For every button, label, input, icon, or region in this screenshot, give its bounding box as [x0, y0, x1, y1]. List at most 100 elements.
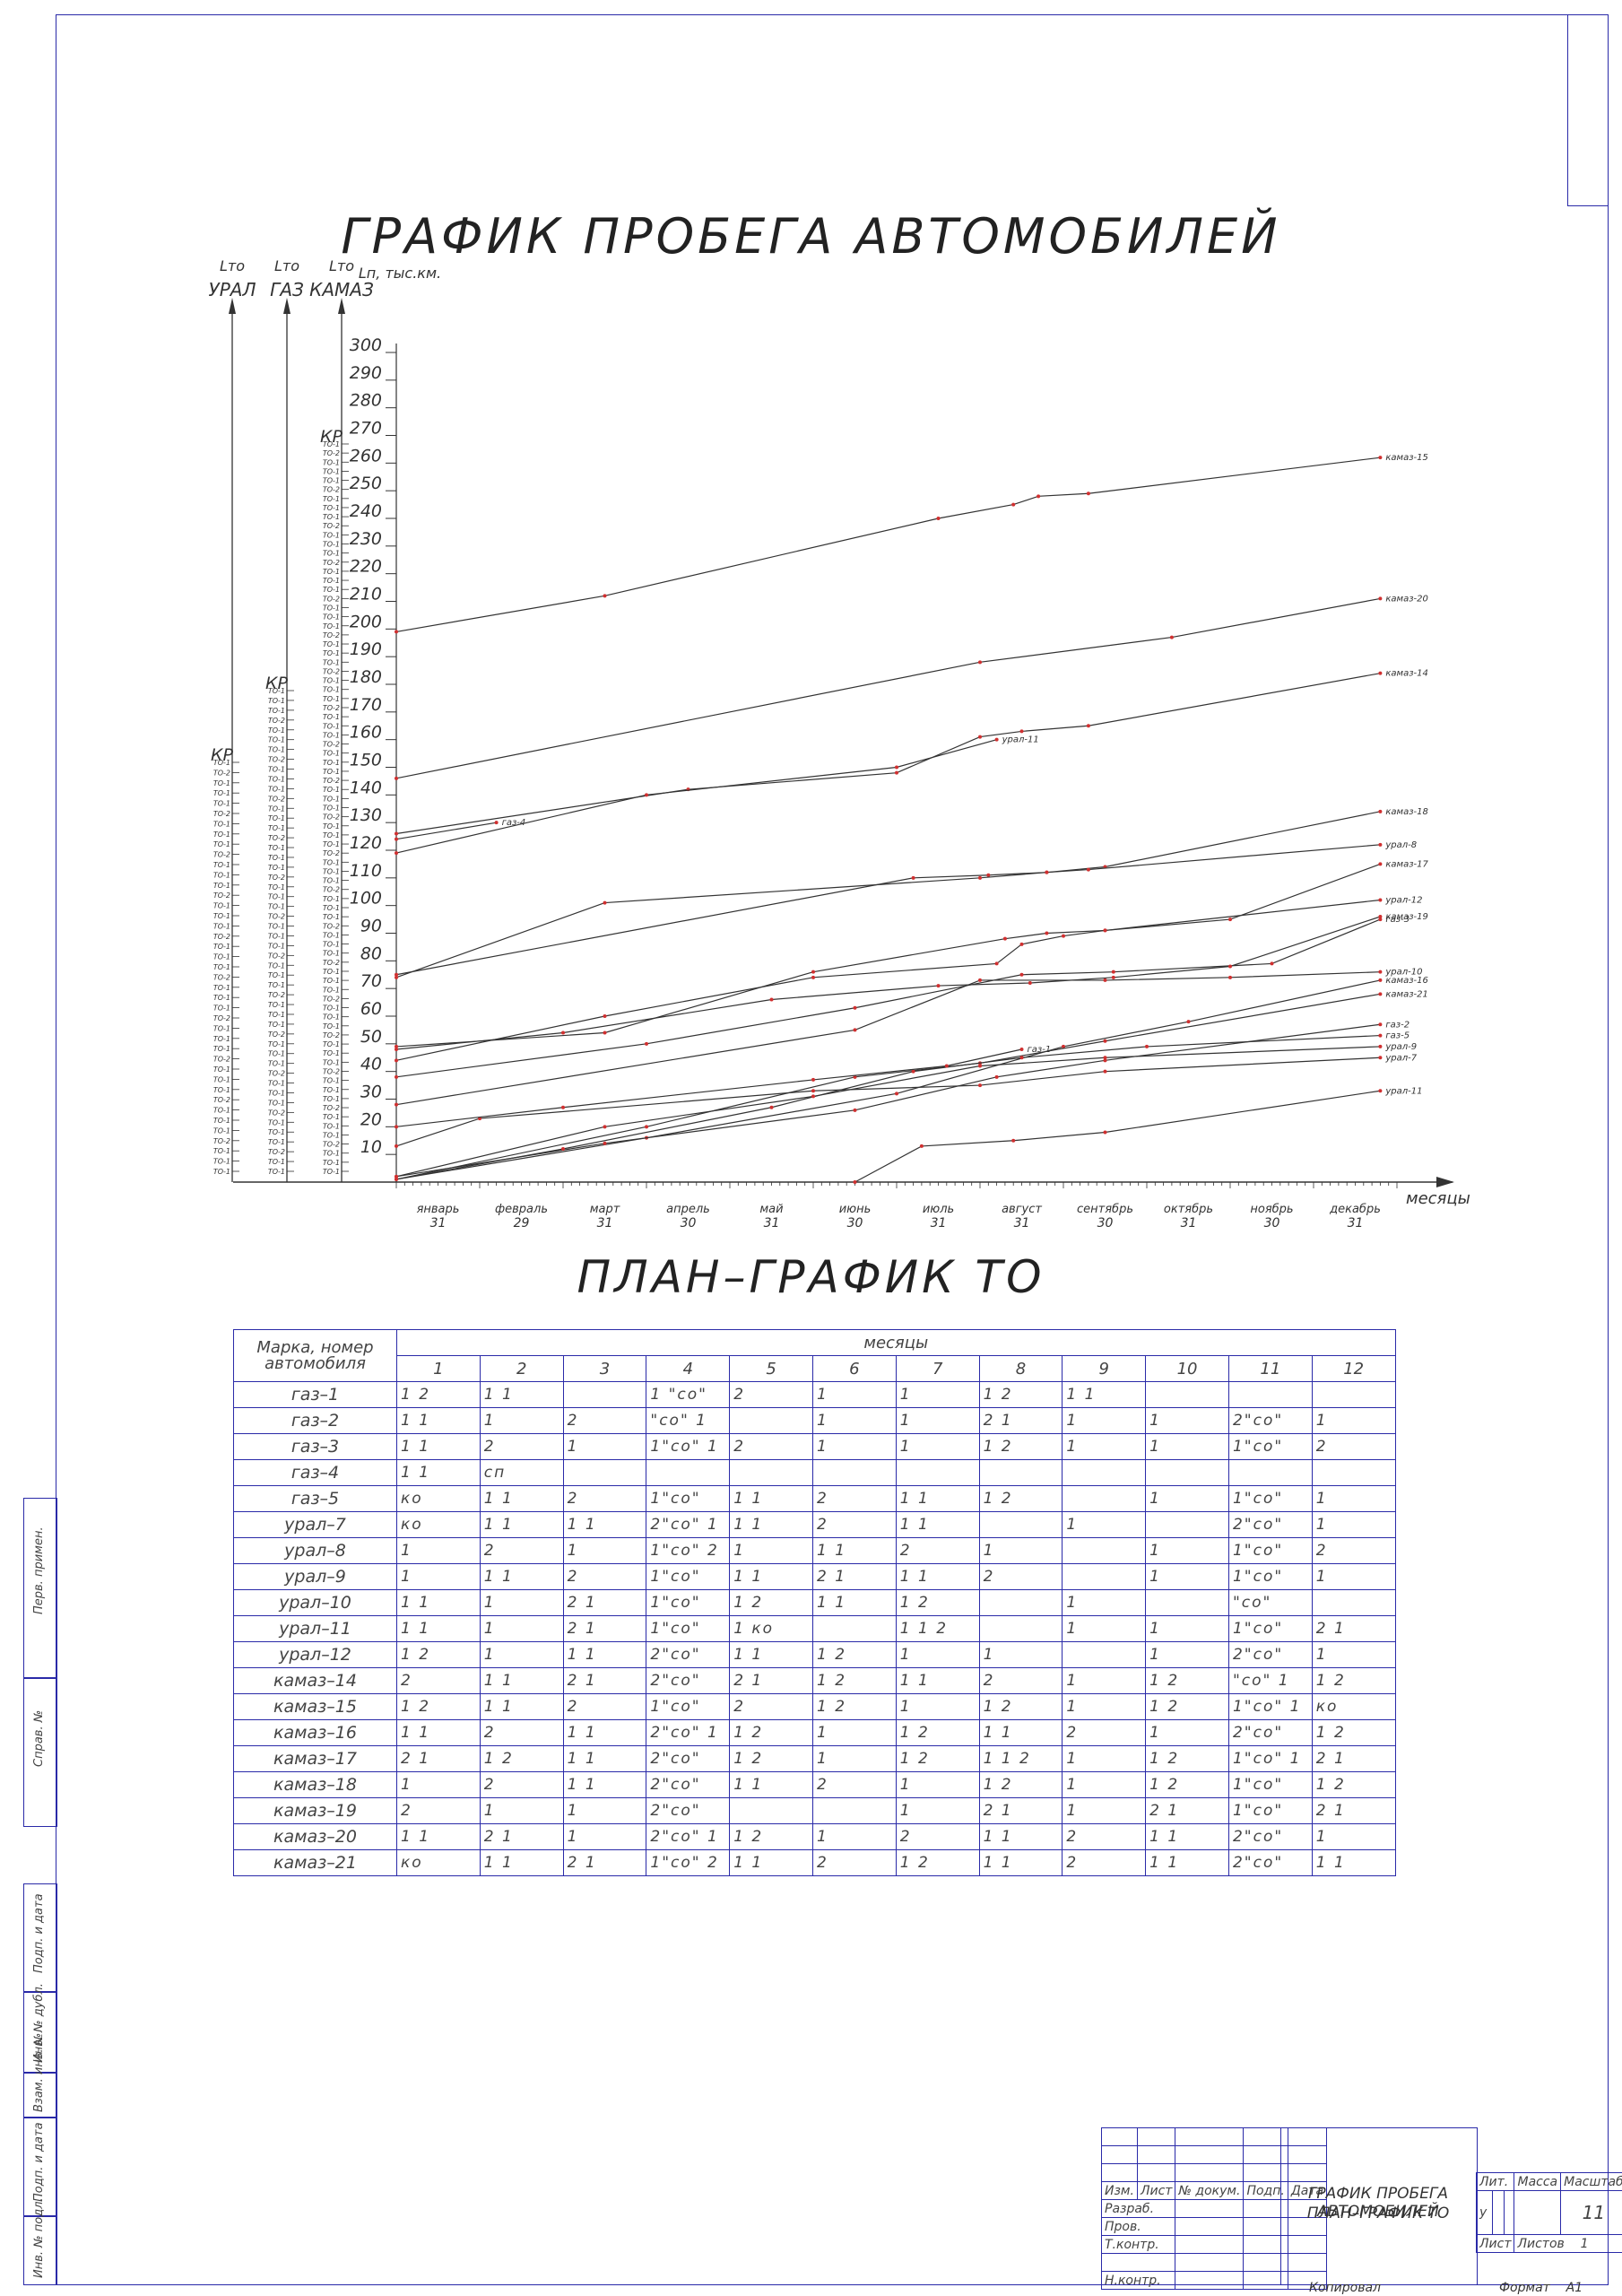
plan-cell: 1 1 [729, 1563, 813, 1590]
to-scale-tick-label: ТО-1 [213, 922, 230, 930]
series-point [395, 1177, 398, 1181]
series-point [978, 978, 982, 982]
stamp-cell [1175, 2163, 1245, 2182]
to-scale-tick-label: ТО-1 [213, 871, 230, 879]
plan-cell: 1 [895, 1381, 980, 1408]
plan-cell: 2 [479, 1433, 564, 1460]
plan-cell: 1 [562, 1823, 647, 1850]
plan-cell: 2"со" [646, 1745, 731, 1772]
plan-cell [811, 1615, 897, 1642]
y-tick-label: 60 [360, 999, 382, 1019]
plan-cell: 1"со" [1227, 1563, 1313, 1590]
plan-cell [1145, 1589, 1229, 1616]
plan-cell: 1"со" [1227, 1797, 1313, 1824]
to-scale-tick-label: ТО-1 [213, 1126, 230, 1135]
series-point [895, 1091, 898, 1096]
to-scale-tick-label: ТО-2 [268, 913, 285, 921]
to-scale-arrow [229, 298, 236, 314]
to-scale-tick-label: ТО-1 [323, 913, 340, 921]
series-label: камаз-20 [1385, 594, 1428, 604]
to-scale-tick-label: ТО-1 [213, 1045, 230, 1053]
to-scale-kr-label: КР [211, 745, 233, 765]
stamp-format-label: Формат [1499, 2281, 1550, 2295]
plan-cell: 2 [895, 1537, 980, 1564]
series-label: камаз-14 [1385, 669, 1428, 679]
plan-cell: 1 2 [978, 1693, 1063, 1720]
stamp-col-header: Подп. [1243, 2181, 1288, 2200]
plan-cell: 2 [811, 1771, 897, 1798]
series-line [395, 822, 497, 840]
to-scale-tick-label: ТО-1 [268, 864, 285, 872]
to-scale-tick-label: ТО-1 [323, 986, 340, 994]
plan-cell: 2 [811, 1485, 897, 1512]
to-scale-tick-label: ТО-2 [213, 973, 230, 981]
series-line [395, 899, 1381, 1061]
month-days-label: 30 [1097, 1216, 1114, 1231]
to-scale-tick-label: ТО-1 [213, 789, 230, 797]
series-point [1002, 936, 1007, 941]
plan-cell: 1 [1145, 1719, 1229, 1746]
plan-cell: 1 1 [978, 1719, 1063, 1746]
to-scale-tick-label: ТО-1 [268, 707, 285, 715]
to-scale-tick-label: ТО-1 [323, 941, 340, 949]
to-scale-tick-label: ТО-1 [323, 768, 340, 776]
series-line [854, 1090, 1381, 1183]
plan-cell: 1 1 [396, 1433, 481, 1460]
stamp-scale-label: Масштаб [1560, 2172, 1622, 2191]
plan-cell [646, 1459, 731, 1486]
plan-cell: 1 [1062, 1511, 1147, 1538]
plan-cell [1311, 1459, 1396, 1486]
plan-month-header: 5 [729, 1355, 813, 1382]
plan-cell: 1 [811, 1745, 897, 1772]
to-scale-tick-label: ТО-2 [213, 891, 230, 900]
plan-cell: 2"со" [1227, 1407, 1313, 1434]
x-axis-label: месяцы [1406, 1189, 1470, 1208]
stamp-cell [1136, 2145, 1176, 2164]
to-scale-tick-label: ТО-2 [323, 1104, 340, 1112]
plan-cell: 1 [1062, 1771, 1147, 1798]
plan-cell: 1 1 [396, 1719, 481, 1746]
plan-cell: 1"со" [1227, 1537, 1313, 1564]
stamp-cell [1175, 2127, 1245, 2146]
series-point [1169, 635, 1174, 639]
to-scale-tick-label: ТО-1 [323, 640, 340, 648]
series-label: урал-11 [1002, 735, 1039, 745]
to-scale-tick-label: ТО-1 [268, 893, 285, 901]
plan-cell [1227, 1381, 1313, 1408]
to-scale-tick-label: ТО-1 [213, 1075, 230, 1083]
plan-cell: 1 2 [1311, 1771, 1396, 1798]
plan-vehicle-name: газ–2 [233, 1407, 397, 1434]
series-line [395, 863, 1381, 1048]
plan-cell: 1 2 [978, 1485, 1063, 1512]
series-point [811, 1094, 815, 1099]
series-point [395, 1125, 398, 1129]
series-point [395, 975, 398, 979]
plan-vehicle-name: камаз–17 [233, 1745, 397, 1772]
series-point [1019, 942, 1024, 946]
y-tick-label: 130 [350, 805, 382, 825]
plan-cell: 2"со" 1 [646, 1719, 731, 1746]
to-scale-tick-label: ТО-1 [323, 1168, 340, 1176]
series-point [1378, 915, 1383, 918]
series-point [1045, 870, 1049, 874]
series-point [494, 821, 499, 825]
y-tick-label: 70 [360, 971, 382, 991]
plan-cell [1311, 1381, 1396, 1408]
to-scale-tick-label: ТО-1 [323, 931, 340, 939]
plan-cell: 1 2 [396, 1381, 481, 1408]
plan-cell: 2 1 [729, 1667, 813, 1694]
to-scale-tick-label: ТО-1 [268, 903, 285, 911]
to-scale-tick-label: ТО-1 [268, 1040, 285, 1048]
to-scale-tick-label: ТО-2 [323, 1067, 340, 1075]
plan-vehicle-name: камаз–15 [233, 1693, 397, 1720]
series-label: газ-2 [1385, 1020, 1409, 1030]
series-point [1145, 1044, 1149, 1048]
plan-cell [1145, 1459, 1229, 1486]
to-scale-tick-label: ТО-1 [323, 550, 340, 558]
month-label: апрель [666, 1203, 710, 1216]
stamp-cell [1175, 2271, 1245, 2290]
to-scale-tick-label: ТО-1 [323, 786, 340, 794]
to-scale-tick-label: ТО-1 [213, 953, 230, 961]
plan-cell [1062, 1459, 1147, 1486]
